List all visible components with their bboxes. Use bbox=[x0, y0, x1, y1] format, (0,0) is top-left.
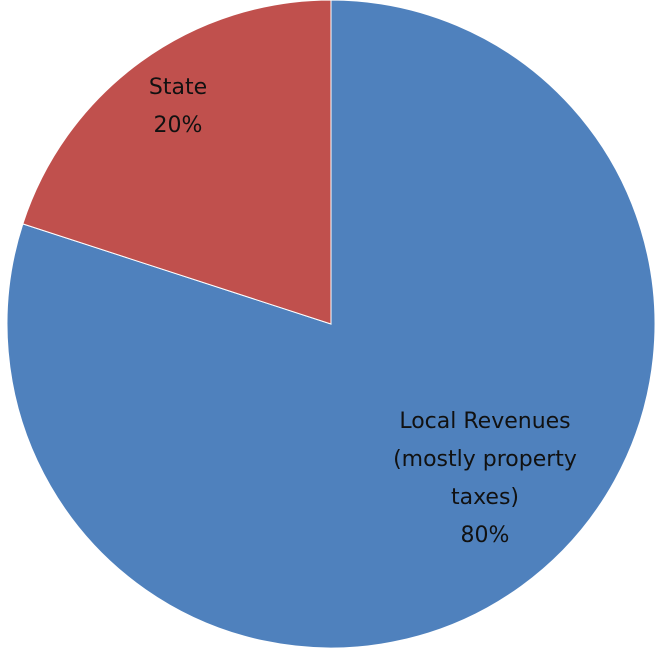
slice-label: State bbox=[148, 75, 208, 100]
slice-label: Local Revenues (mostly property taxes) bbox=[393, 409, 577, 510]
pie-slice bbox=[22, 0, 332, 325]
slice-value-label: 20% bbox=[153, 113, 203, 138]
slice-value-label: 80% bbox=[460, 523, 510, 548]
